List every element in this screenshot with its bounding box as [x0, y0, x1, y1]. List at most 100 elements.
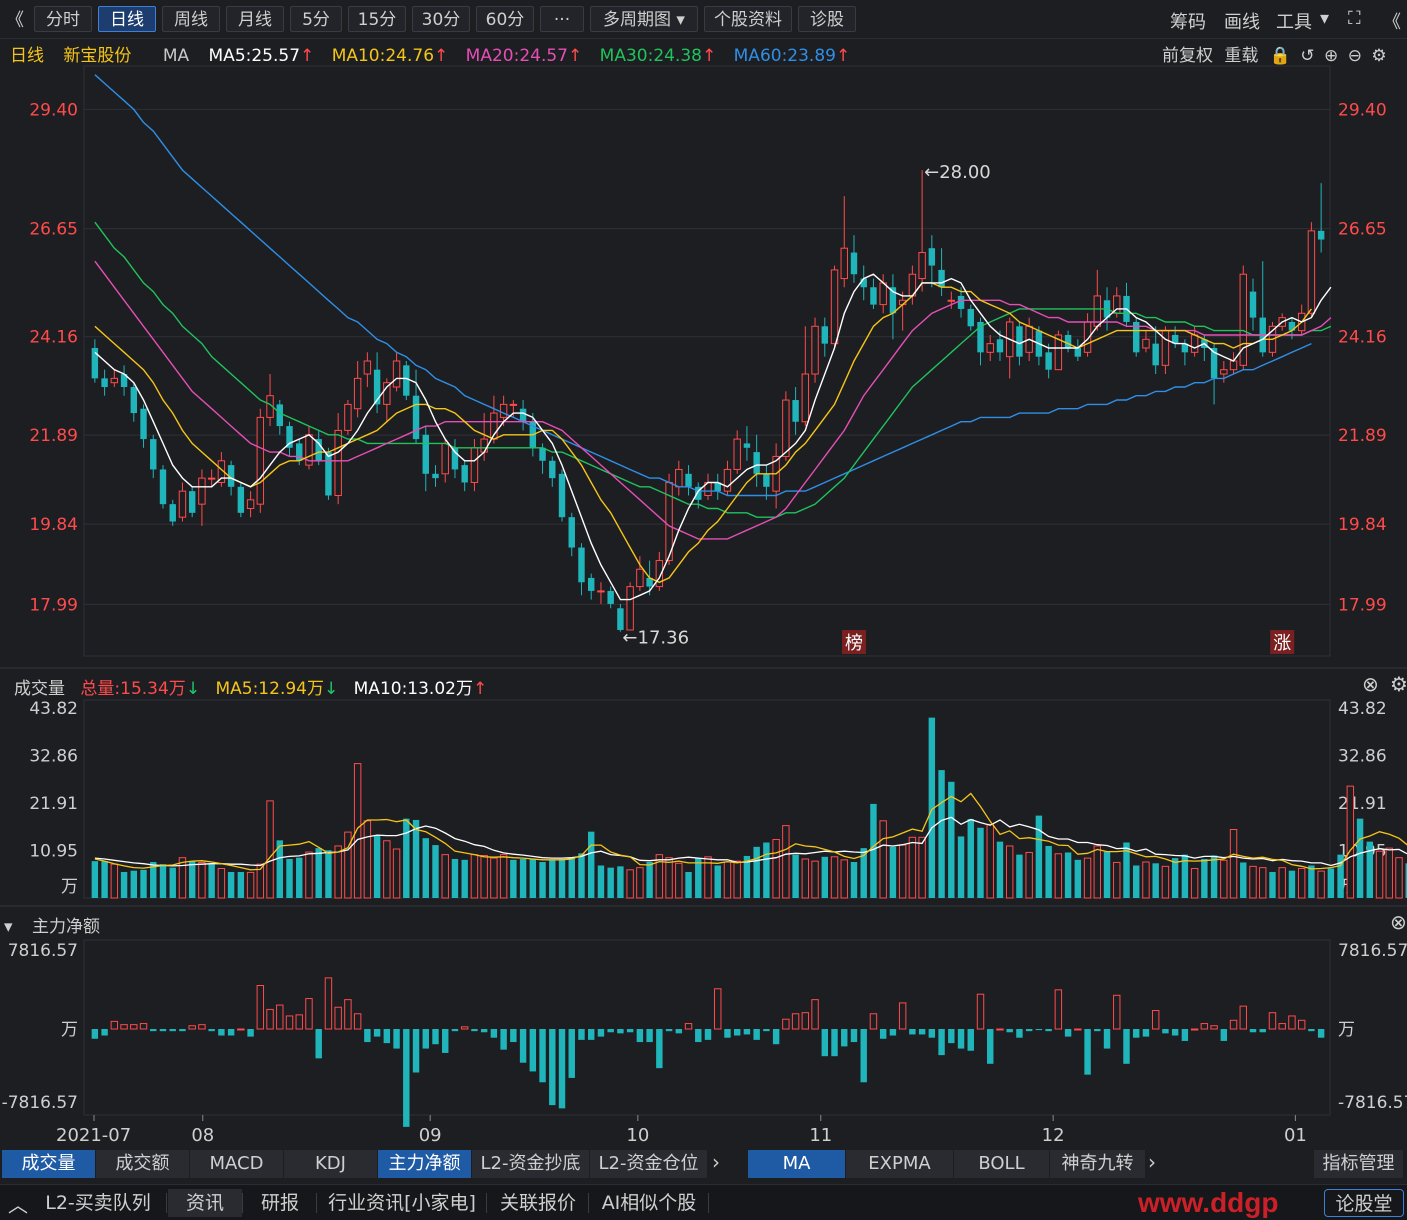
bottom-tab-4[interactable]: 关联报价 [499, 1192, 576, 1214]
period-button-3[interactable]: 月线 [226, 6, 284, 32]
volume-legend: 成交量 总量:15.34万↓ MA5:12.94万↓ MA10:13.02万↑ [14, 674, 487, 699]
indicator-more-icon[interactable]: › [712, 1150, 720, 1174]
fund-bar [305, 998, 313, 1030]
candle-body [140, 408, 147, 440]
indicator-tab-3[interactable]: KDJ [284, 1150, 378, 1178]
period-button-4[interactable]: 5分 [290, 6, 342, 32]
indicator-tab-2[interactable]: MACD [190, 1150, 284, 1178]
period-button-5[interactable]: 15分 [348, 6, 406, 32]
candle-body [539, 447, 546, 461]
period-button-11[interactable]: 诊股 [798, 6, 856, 32]
volume-bar [539, 862, 546, 898]
draw-line-button[interactable]: 画线 [1224, 12, 1260, 33]
fund-bar [490, 1029, 498, 1038]
indicator-tab-0[interactable]: 成交量 [2, 1150, 96, 1178]
close-icon[interactable]: ⊗ [1390, 910, 1407, 934]
fund-bar [539, 1029, 546, 1083]
period-button-7[interactable]: 60分 [476, 6, 534, 32]
volume-tick-left: 万 [61, 877, 78, 897]
fund-bar [1074, 1028, 1082, 1031]
fullscreen-icon[interactable]: ⛶ [1348, 8, 1361, 29]
forum-button[interactable]: 论股堂 [1324, 1189, 1404, 1217]
forward-adjust-button[interactable]: 前复权 [1162, 46, 1213, 66]
settings-icon[interactable]: ⚙ [1371, 46, 1387, 66]
fund-bar [869, 1013, 878, 1030]
fund-bar [733, 1029, 741, 1036]
fund-bar [510, 1029, 517, 1043]
volume-bar [1016, 854, 1023, 898]
bottom-tab-2[interactable]: 研报 [260, 1192, 299, 1214]
indicator-tab-6[interactable]: L2-资金仓位 [590, 1150, 708, 1178]
zoom-out-icon[interactable]: ⊖ [1347, 46, 1362, 66]
settings-icon[interactable]: ⚙ [1390, 672, 1407, 696]
undo-icon[interactable]: ↺ [1300, 46, 1315, 66]
volume-bar [296, 857, 303, 898]
fund-bar [383, 1029, 391, 1044]
volume-bar [1142, 861, 1150, 899]
period-button-8[interactable]: ··· [540, 6, 584, 32]
fund-bar [879, 1029, 887, 1039]
close-icon[interactable]: ⊗ [1362, 672, 1379, 696]
overlay-tab-2[interactable]: BOLL [954, 1150, 1050, 1178]
volume-bar [558, 858, 566, 898]
fund-bar [938, 1029, 945, 1056]
bottom-tab-1[interactable]: 资讯 [168, 1189, 242, 1217]
low-annotation: ←17.36 [622, 628, 689, 649]
zoom-in-icon[interactable]: ⊕ [1324, 46, 1339, 66]
fund-bar [285, 1015, 294, 1030]
volume-bar [461, 859, 468, 898]
price-tick-right: 26.65 [1338, 220, 1387, 240]
fund-bar [1220, 1029, 1228, 1041]
tools-button[interactable]: 工具 [1276, 12, 1312, 33]
fund-bar [782, 1018, 790, 1030]
lock-icon[interactable]: 🔒 [1269, 46, 1291, 66]
period-button-1[interactable]: 日线 [98, 6, 156, 32]
period-button-9[interactable]: 多周期图 ▾ [590, 6, 698, 32]
fund-bar [393, 1029, 400, 1049]
volume-bar [150, 862, 157, 898]
volume-bar [422, 838, 429, 898]
bottom-tab-bar: ︿ www.ddgp 论股堂 L2-买卖队列 资讯 研报 行业资讯[小家电] 关联报价 A… [0, 1184, 1407, 1220]
volume-bar [597, 865, 605, 898]
volume-bar [996, 841, 1004, 898]
volume-bar [636, 867, 644, 899]
period-button-6[interactable]: 30分 [412, 6, 470, 32]
indicator-tab-5[interactable]: L2-资金抄底 [472, 1150, 590, 1178]
candle-body [178, 490, 187, 518]
tools-dropdown-icon[interactable]: ▾ [1320, 8, 1330, 29]
overlay-tab-0[interactable]: MA [748, 1150, 846, 1178]
period-button-10[interactable]: 个股资料 [704, 6, 792, 32]
volume-bar [1035, 815, 1043, 898]
collapse-left-icon[interactable]: 《 [6, 10, 24, 31]
period-button-0[interactable]: 分时 [34, 6, 92, 32]
overlay-tab-1[interactable]: EXPMA [846, 1150, 954, 1178]
bottom-tab-5[interactable]: AI相似个股 [601, 1192, 697, 1214]
volume-bar [1161, 865, 1170, 899]
fund-bar [1249, 1029, 1257, 1033]
bottom-tab-0[interactable]: L2-买卖队列 [45, 1192, 151, 1214]
reload-button[interactable]: 重载 [1224, 46, 1259, 66]
candle-body [792, 400, 799, 422]
volume-tick-left: 21.91 [29, 794, 78, 814]
ma-label[interactable]: MA [162, 46, 190, 66]
indicator-manage-button[interactable]: 指标管理 [1314, 1150, 1404, 1178]
collapse-right-icon[interactable]: 《 [1383, 12, 1401, 33]
kline-chart[interactable]: 29.40 29.40 26.65 26.65 24.16 24.16 21.89 21.89… [0, 0, 1407, 1150]
volume-bar [101, 861, 108, 898]
indicator-tab-1[interactable]: 成交额 [96, 1150, 190, 1178]
overlay-more-icon[interactable]: › [1148, 1150, 1156, 1174]
candle-body [1210, 347, 1218, 379]
fund-bar [996, 1028, 1004, 1031]
candle-body [626, 586, 634, 631]
bottom-tab-3[interactable]: 行业资讯[小家电] [328, 1192, 476, 1214]
indicator-tab-4[interactable]: 主力净额 [378, 1150, 472, 1178]
overlay-tab-3[interactable]: 神奇九转 [1050, 1150, 1146, 1178]
expand-up-icon[interactable]: ︿ [8, 1193, 28, 1217]
volume-bar [568, 857, 575, 898]
period-button-2[interactable]: 周线 [162, 6, 220, 32]
fund-collapse-icon[interactable]: ▾ [4, 917, 13, 937]
candle-body [412, 395, 420, 440]
candle-body [296, 443, 303, 461]
chip-distribution-button[interactable]: 筹码 [1170, 12, 1206, 33]
volume-bar [772, 838, 780, 899]
